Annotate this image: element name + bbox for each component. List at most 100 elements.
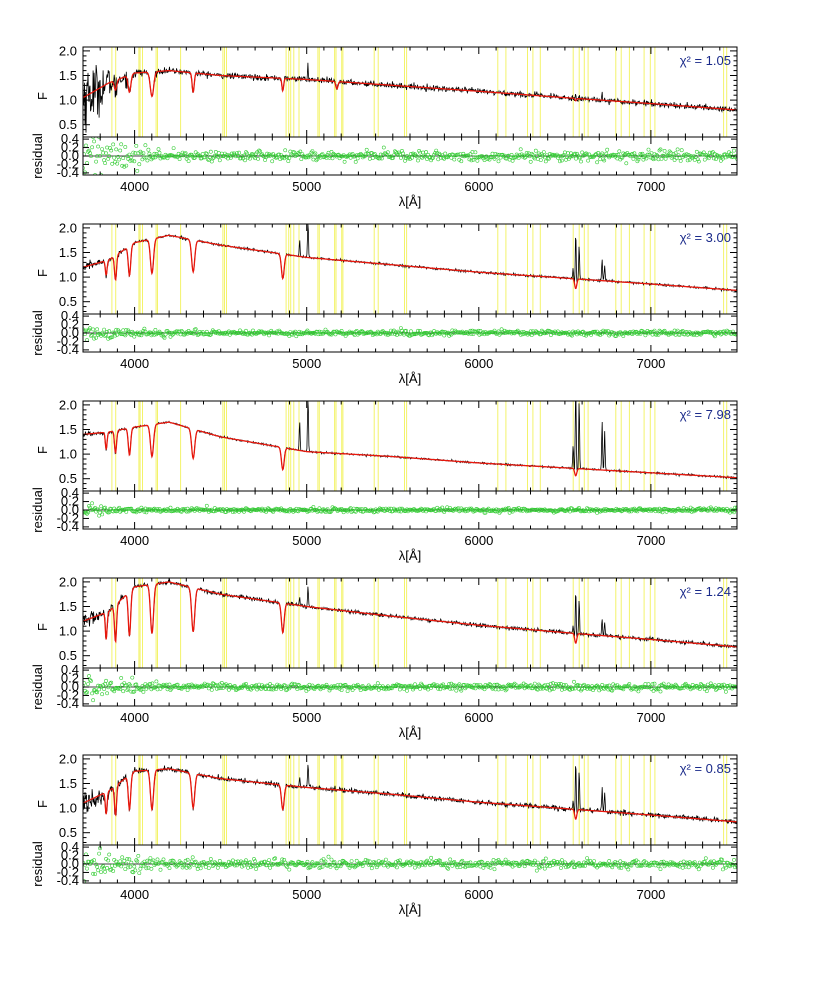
residual-point — [218, 686, 223, 690]
residual-point — [485, 157, 490, 162]
residual-point — [694, 683, 699, 688]
residual-point — [652, 152, 657, 157]
residual-point — [126, 157, 131, 161]
residual-point — [283, 509, 288, 514]
residual-point — [623, 861, 628, 866]
residual-point — [304, 861, 309, 866]
residual-point — [693, 154, 698, 159]
residual-point — [426, 860, 431, 865]
residual-point — [330, 505, 335, 510]
residual-point — [242, 682, 246, 687]
residual-point — [90, 333, 95, 338]
residual-point — [121, 689, 126, 694]
residual-point — [456, 152, 461, 157]
spectrum-lines — [83, 401, 737, 480]
residual-y-tick-label: 0.4 — [61, 662, 79, 677]
residual-point — [360, 864, 365, 868]
residual-point — [124, 861, 129, 866]
residual-point — [352, 154, 357, 159]
residual-point — [613, 683, 618, 688]
residual-points — [83, 137, 737, 175]
residual-point — [606, 687, 611, 692]
residual-y-tick-label: -0.2 — [57, 510, 79, 525]
residual-point — [483, 683, 488, 687]
residual-point — [591, 688, 596, 693]
residual-point — [720, 857, 724, 862]
residual-point — [541, 150, 546, 155]
residual-point — [548, 151, 552, 156]
residual-point — [531, 860, 536, 865]
residual-point — [105, 509, 110, 514]
residual-point — [692, 157, 697, 162]
residual-point — [167, 330, 172, 335]
residual-point — [216, 686, 221, 691]
residual-point — [697, 687, 702, 691]
residual-point — [139, 151, 144, 156]
residual-point — [645, 152, 650, 157]
residual-point — [534, 330, 539, 334]
residual-point — [205, 157, 210, 162]
x-tick-label: 5000 — [292, 887, 321, 902]
residual-point — [671, 152, 676, 157]
residual-point — [85, 866, 89, 871]
residual-point — [329, 149, 334, 154]
residual-point — [698, 682, 703, 686]
residual-point — [259, 152, 264, 157]
residual-point — [118, 687, 123, 691]
residual-point — [324, 682, 329, 687]
residual-point — [116, 686, 121, 691]
residual-point — [694, 864, 699, 869]
residual-point — [603, 684, 608, 689]
residual-point — [180, 865, 185, 870]
flux-y-tick-label: 1.0 — [59, 270, 77, 285]
residual-point — [144, 866, 149, 871]
residual-point — [181, 863, 186, 868]
residual-point — [417, 864, 422, 869]
residual-point — [255, 687, 260, 692]
residual-points — [83, 846, 737, 883]
residual-point — [207, 860, 212, 865]
flux-y-ticks — [83, 50, 737, 135]
residual-point — [658, 867, 663, 872]
residual-point — [558, 159, 562, 164]
residual-point — [593, 153, 598, 157]
residual-point — [374, 508, 379, 513]
residual-point — [155, 687, 160, 692]
residual-point — [297, 329, 302, 334]
residual-point — [254, 867, 259, 871]
residual-point — [429, 158, 434, 163]
residual-point — [372, 861, 377, 866]
residual-point — [442, 510, 447, 514]
residual-point — [107, 510, 112, 515]
residual-point — [395, 329, 400, 334]
residual-point — [284, 331, 289, 336]
residual-point — [113, 159, 118, 164]
residual-point — [554, 509, 558, 514]
residual-point — [207, 683, 212, 688]
residual-point — [331, 861, 336, 865]
residual-point — [258, 149, 263, 154]
residual-point — [559, 866, 563, 870]
residual-point — [170, 332, 175, 337]
residual-point — [206, 509, 211, 514]
residual-point — [668, 150, 673, 155]
residual-point — [627, 330, 632, 335]
x-tick-label: 7000 — [636, 533, 665, 548]
residual-point — [446, 866, 451, 871]
residual-point — [122, 681, 127, 686]
residual-point — [610, 865, 615, 870]
residual-point — [527, 684, 532, 688]
residual-point — [368, 507, 373, 512]
residual-point — [594, 507, 599, 512]
x-tick-label: 6000 — [464, 356, 493, 371]
residual-point — [658, 689, 663, 694]
residual-point — [723, 331, 727, 335]
residual-point — [226, 687, 231, 692]
residual-point — [318, 687, 323, 692]
residual-point — [423, 154, 428, 159]
residual-point — [354, 858, 359, 863]
residual-point — [648, 684, 653, 689]
residual-point — [94, 335, 99, 340]
x-ticks — [82, 224, 738, 352]
residual-point — [556, 860, 560, 865]
